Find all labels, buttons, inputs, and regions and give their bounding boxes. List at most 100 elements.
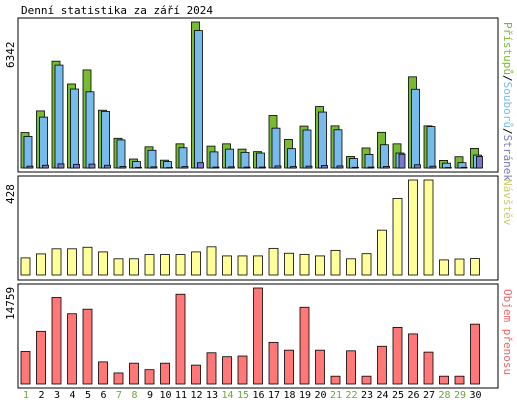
day-label-29: 29 [454, 390, 466, 401]
bar-pages-day-8 [135, 166, 142, 169]
bar-visits-day-2 [36, 253, 46, 276]
bar-kb-day-7 [113, 372, 124, 385]
bar-visits-day-8 [129, 258, 139, 276]
day-label-4: 4 [69, 390, 75, 401]
day-label-1: 1 [23, 390, 29, 401]
legend-sep-2: / [501, 128, 514, 135]
day-label-6: 6 [100, 390, 106, 401]
bar-files-day-26 [411, 88, 420, 169]
bar-kb-day-17 [268, 341, 279, 385]
bar-pages-day-21 [336, 165, 344, 169]
day-label-3: 3 [54, 390, 60, 401]
day-label-19: 19 [299, 390, 311, 401]
day-label-21: 21 [330, 390, 342, 401]
bar-visits-day-22 [346, 258, 356, 276]
bar-kb-day-11 [175, 293, 186, 385]
bar-kb-day-20 [315, 349, 325, 385]
panel-top [17, 17, 499, 173]
bar-kb-day-14 [222, 356, 232, 385]
panel-middle [17, 175, 499, 281]
bar-pages-day-14 [228, 166, 235, 169]
day-label-5: 5 [85, 390, 91, 401]
day-label-16: 16 [252, 390, 264, 401]
day-label-11: 11 [175, 390, 187, 401]
bar-files-day-9 [147, 149, 157, 169]
bar-visits-day-13 [206, 246, 217, 276]
day-label-2: 2 [38, 390, 44, 401]
bar-visits-day-18 [284, 252, 294, 276]
bar-files-day-6 [101, 110, 110, 169]
bar-kb-day-16 [253, 287, 263, 385]
day-label-24: 24 [376, 390, 388, 401]
bar-kb-day-10 [160, 362, 170, 385]
bar-pages-day-19 [305, 165, 313, 169]
bar-kb-day-28 [439, 375, 449, 385]
bar-files-day-16 [256, 152, 265, 169]
bar-visits-day-12 [191, 251, 201, 276]
bar-visits-day-4 [67, 248, 77, 276]
bar-kb-day-22 [346, 350, 356, 385]
middle-ymax-label: 428 [4, 184, 17, 204]
bar-visits-day-19 [299, 253, 310, 276]
bar-kb-day-30 [470, 323, 480, 385]
panel-middle-frame [17, 175, 499, 281]
bar-files-day-7 [116, 139, 126, 169]
bar-kb-day-9 [144, 369, 155, 385]
bar-pages-day-17 [274, 165, 282, 169]
day-label-30: 30 [469, 390, 481, 401]
bar-visits-day-6 [98, 251, 108, 276]
bar-pages-day-1 [26, 165, 34, 169]
bar-visits-day-26 [408, 179, 418, 276]
day-label-25: 25 [392, 390, 404, 401]
day-label-8: 8 [131, 390, 137, 401]
bar-kb-day-12 [191, 364, 201, 385]
bar-visits-day-11 [175, 254, 186, 276]
bar-pages-day-9 [150, 166, 158, 169]
bar-kb-day-26 [408, 333, 418, 385]
bar-pages-day-30 [476, 156, 483, 169]
bar-visits-day-16 [253, 255, 263, 276]
bar-files-day-19 [302, 129, 312, 169]
bar-files-day-14 [225, 148, 234, 169]
bar-files-day-21 [333, 129, 343, 169]
bar-pages-day-11 [181, 166, 189, 169]
day-label-20: 20 [314, 390, 326, 401]
bar-kb-day-2 [36, 330, 46, 385]
bar-pages-day-29 [460, 166, 468, 169]
bar-pages-day-22 [352, 166, 359, 169]
bar-pages-day-12 [197, 162, 204, 169]
day-label-26: 26 [407, 390, 419, 401]
panel-bottom-frame [17, 283, 499, 389]
bar-kb-day-27 [423, 351, 434, 385]
bar-visits-day-5 [82, 246, 93, 276]
bar-visits-day-25 [392, 198, 403, 276]
bar-kb-day-23 [361, 375, 372, 385]
top-ymax-label: 6342 [4, 42, 17, 69]
top-legend: Přístupů/Souborů/Stránek [501, 22, 514, 181]
day-label-7: 7 [116, 390, 122, 401]
legend-sep-1: / [501, 75, 514, 82]
day-labels: 1 2 3 4 5 6 7 8 9 10 11 12 13 14 15 16 17 18 19 20 21 22 23 24 2… [23, 390, 482, 401]
bar-files-day-13 [209, 151, 219, 169]
bar-pages-day-27 [429, 165, 437, 169]
bar-visits-day-9 [144, 254, 155, 276]
day-label-18: 18 [283, 390, 295, 401]
bar-visits-day-28 [439, 259, 449, 276]
bar-pages-day-25 [398, 153, 406, 169]
day-label-14: 14 [221, 390, 233, 401]
bar-pages-day-23 [367, 166, 375, 169]
bar-visits-day-15 [237, 255, 248, 276]
bar-pages-day-13 [212, 166, 220, 169]
bar-pages-day-4 [73, 163, 80, 169]
bar-files-day-24 [380, 144, 389, 169]
bar-kb-day-18 [284, 349, 294, 385]
bar-visits-day-24 [377, 229, 387, 276]
bottom-legend: Objem přenosu [501, 289, 514, 375]
bar-kb-day-19 [299, 306, 310, 385]
bar-kb-day-3 [51, 297, 62, 385]
bar-kb-day-5 [82, 308, 93, 385]
bar-visits-day-27 [423, 179, 434, 276]
bar-pages-day-18 [290, 166, 297, 169]
legend-pages: Stránek [501, 135, 514, 182]
